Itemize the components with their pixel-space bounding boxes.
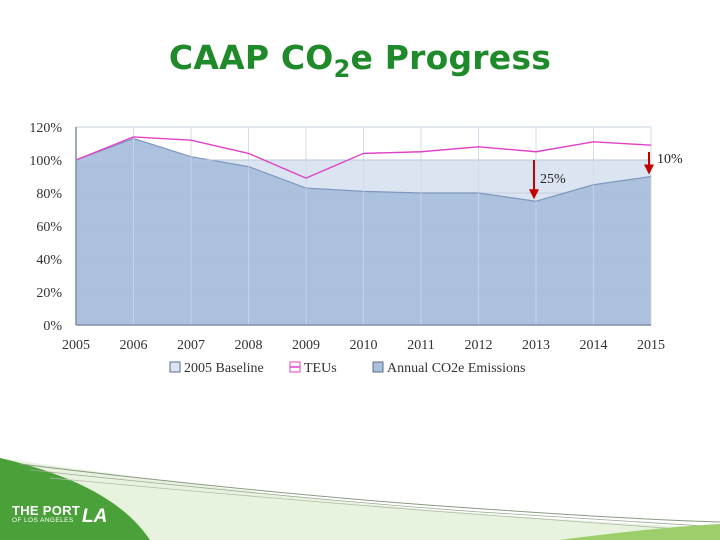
annotation-arrow-head (644, 164, 654, 175)
legend-swatch (169, 361, 181, 373)
teu-line (75, 136, 652, 179)
annotation-arrow-head (529, 189, 539, 200)
x-tick-label: 2010 (350, 338, 378, 353)
y-tick-label: 60% (36, 220, 62, 235)
y-tick-label: 0% (43, 319, 62, 334)
x-tick-label: 2011 (407, 338, 434, 353)
x-tick-label: 2015 (637, 338, 665, 353)
x-tick-label: 2012 (465, 338, 493, 353)
x-tick-label: 2008 (235, 338, 263, 353)
legend-label: Annual CO2e Emissions (387, 361, 525, 376)
slide-title: CAAP CO2e Progress (168, 38, 552, 83)
annotation-label: 10% (657, 152, 683, 167)
y-tick-label: 80% (36, 187, 62, 202)
y-tick-label: 20% (36, 286, 62, 301)
legend-label: TEUs (304, 361, 337, 376)
logo-text: THE PORT (12, 503, 81, 518)
logo-subtext: OF LOS ANGELES (12, 517, 74, 524)
y-tick-label: 100% (29, 154, 62, 169)
y-tick-label: 40% (36, 253, 62, 268)
legend-label: 2005 Baseline (184, 361, 264, 376)
x-tick-label: 2007 (177, 338, 205, 353)
x-tick-label: 2009 (292, 338, 320, 353)
legend-swatch-teu-box (289, 361, 301, 373)
emissions-line (75, 137, 652, 202)
footer-swoosh (0, 458, 720, 540)
annotation-label: 25% (540, 172, 566, 187)
y-tick-label: 120% (29, 121, 62, 136)
emissions-area (76, 138, 651, 325)
legend-swatch (372, 361, 384, 373)
port-of-la-logo: THE PORT OF LOS ANGELES LA (12, 503, 107, 526)
x-tick-label: 2014 (580, 338, 608, 353)
x-tick-label: 2006 (120, 338, 148, 353)
x-tick-label: 2005 (62, 338, 90, 353)
x-tick-label: 2013 (522, 338, 550, 353)
co2e-progress-chart: 0% 20% 40% 60% 80% 100% 120% 2005 2006 2007 2008 20… (29, 121, 683, 376)
logo-la-mark: LA (82, 506, 108, 527)
